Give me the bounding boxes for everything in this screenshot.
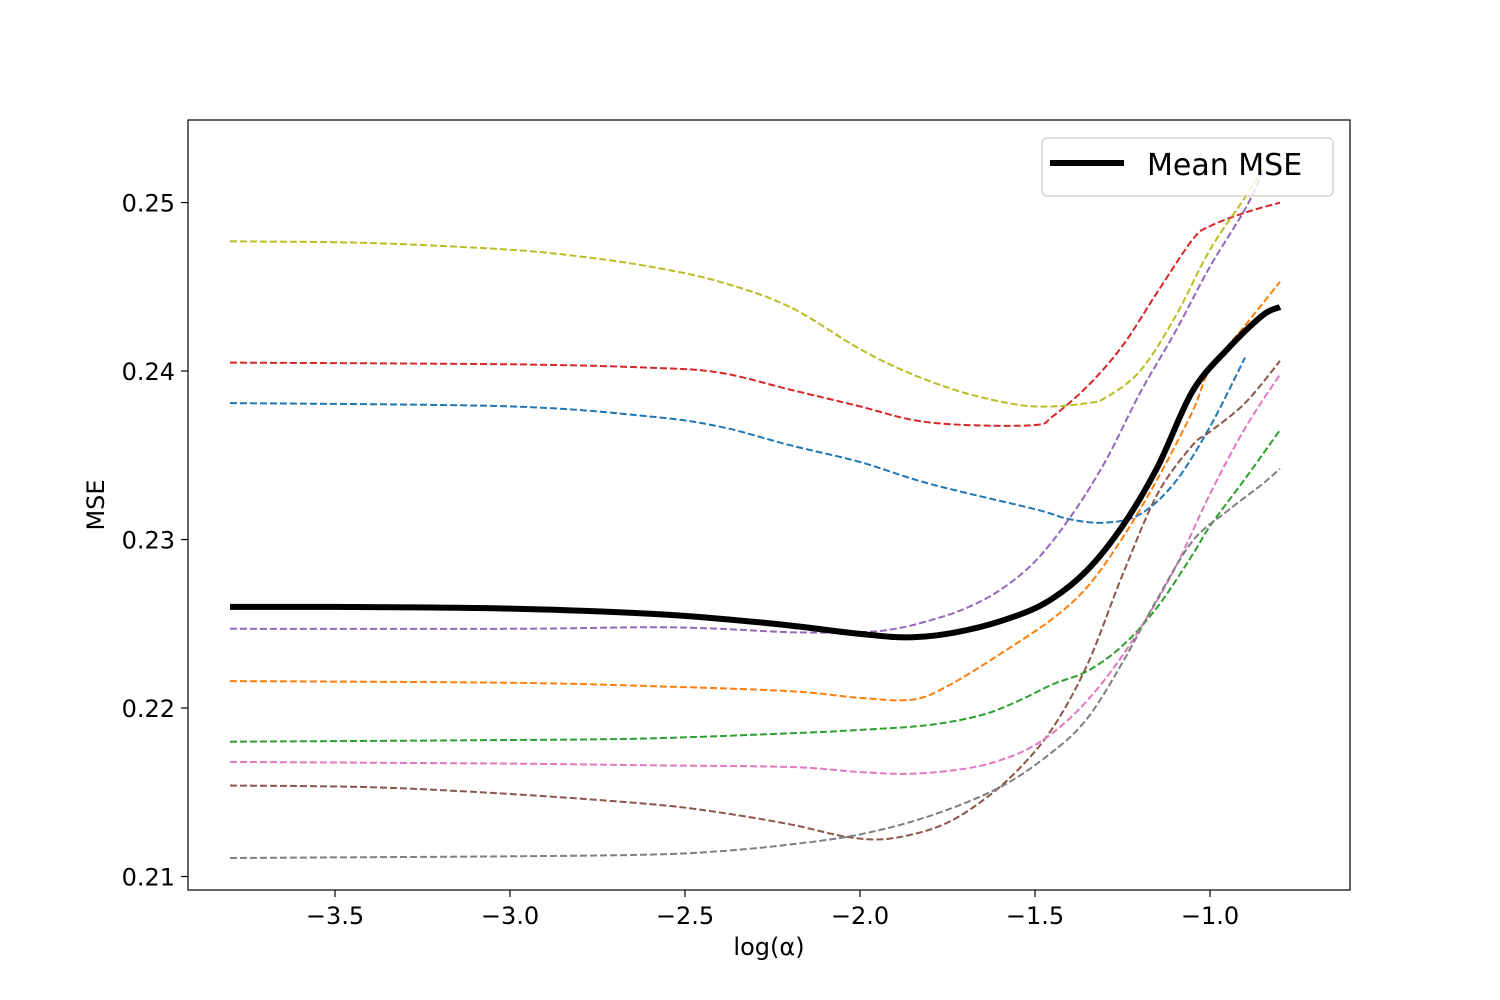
- y-tick-label: 0.25: [122, 190, 175, 218]
- legend-label-mean-mse: Mean MSE: [1147, 148, 1302, 183]
- x-axis-ticks: −3.5 −3.0 −2.5 −2.0 −1.5 −1.0: [306, 890, 1239, 930]
- y-tick-label: 0.23: [122, 527, 175, 555]
- plot-area-frame: [187, 119, 1351, 891]
- series-line-1: [229, 357, 1246, 524]
- legend: Mean MSE: [1041, 137, 1334, 197]
- series-line-9: [229, 168, 1264, 408]
- x-axis-label: log(α): [733, 933, 804, 961]
- x-tick-label: −1.0: [1181, 902, 1239, 930]
- x-tick-label: −2.0: [831, 902, 889, 930]
- y-tick-label: 0.22: [122, 695, 175, 723]
- legend-box: [1041, 137, 1334, 197]
- mean-layer: [229, 304, 1282, 641]
- y-tick-label: 0.21: [122, 864, 175, 892]
- x-tick-label: −2.5: [656, 902, 714, 930]
- series-line-8: [229, 468, 1281, 859]
- series-line-6: [229, 360, 1281, 841]
- series-line-7: [229, 373, 1281, 775]
- mean-mse-line: [229, 304, 1282, 641]
- x-tick-label: −1.5: [1006, 902, 1064, 930]
- x-tick-label: −3.5: [306, 902, 364, 930]
- y-axis-label: MSE: [82, 479, 110, 530]
- x-tick-label: −3.0: [481, 902, 539, 930]
- series-line-3: [229, 429, 1281, 743]
- series-line-4: [229, 201, 1281, 427]
- series-layer: [229, 168, 1281, 859]
- y-tick-label: 0.24: [122, 358, 175, 386]
- series-line-5: [229, 171, 1264, 634]
- series-line-2: [229, 281, 1281, 702]
- y-axis-ticks: 0.21 0.22 0.23 0.24 0.25: [122, 190, 188, 892]
